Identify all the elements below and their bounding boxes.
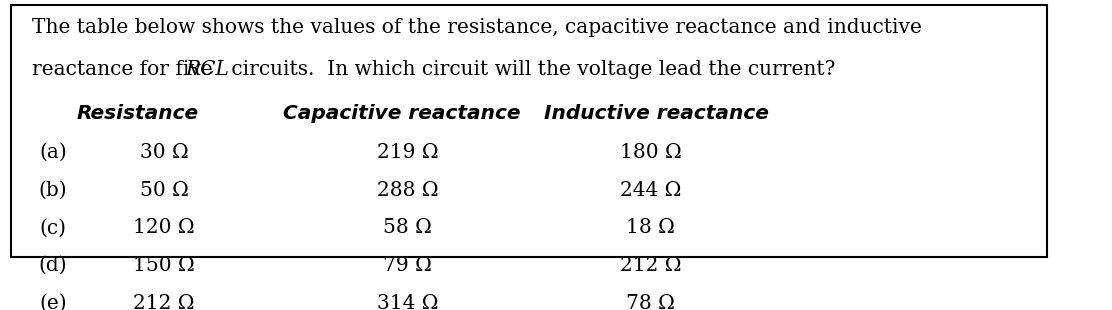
Text: The table below shows the values of the resistance, capacitive reactance and ind: The table below shows the values of the … bbox=[32, 18, 922, 37]
Text: 58 Ω: 58 Ω bbox=[383, 218, 431, 237]
Text: reactance for five: reactance for five bbox=[32, 60, 219, 79]
Text: 79 Ω: 79 Ω bbox=[383, 256, 431, 275]
Text: (b): (b) bbox=[39, 181, 67, 200]
Text: (a): (a) bbox=[39, 143, 67, 162]
Text: 50 Ω: 50 Ω bbox=[140, 181, 188, 200]
Text: 18 Ω: 18 Ω bbox=[626, 218, 675, 237]
Text: 120 Ω: 120 Ω bbox=[133, 218, 195, 237]
Text: (e): (e) bbox=[39, 294, 67, 310]
Text: circuits.  In which circuit will the voltage lead the current?: circuits. In which circuit will the volt… bbox=[226, 60, 836, 79]
Text: 314 Ω: 314 Ω bbox=[377, 294, 438, 310]
Text: (c): (c) bbox=[39, 218, 67, 237]
Text: 244 Ω: 244 Ω bbox=[620, 181, 682, 200]
FancyBboxPatch shape bbox=[11, 5, 1048, 257]
Text: 78 Ω: 78 Ω bbox=[626, 294, 675, 310]
Text: 219 Ω: 219 Ω bbox=[377, 143, 438, 162]
Text: 212 Ω: 212 Ω bbox=[620, 256, 682, 275]
Text: 288 Ω: 288 Ω bbox=[377, 181, 438, 200]
Text: 212 Ω: 212 Ω bbox=[133, 294, 195, 310]
Text: 150 Ω: 150 Ω bbox=[133, 256, 195, 275]
Text: 30 Ω: 30 Ω bbox=[140, 143, 188, 162]
Text: Capacitive reactance: Capacitive reactance bbox=[284, 104, 520, 123]
Text: (d): (d) bbox=[39, 256, 67, 275]
Text: 180 Ω: 180 Ω bbox=[619, 143, 682, 162]
Text: Resistance: Resistance bbox=[77, 104, 199, 123]
Text: Inductive reactance: Inductive reactance bbox=[544, 104, 768, 123]
Text: RCL: RCL bbox=[186, 60, 229, 79]
